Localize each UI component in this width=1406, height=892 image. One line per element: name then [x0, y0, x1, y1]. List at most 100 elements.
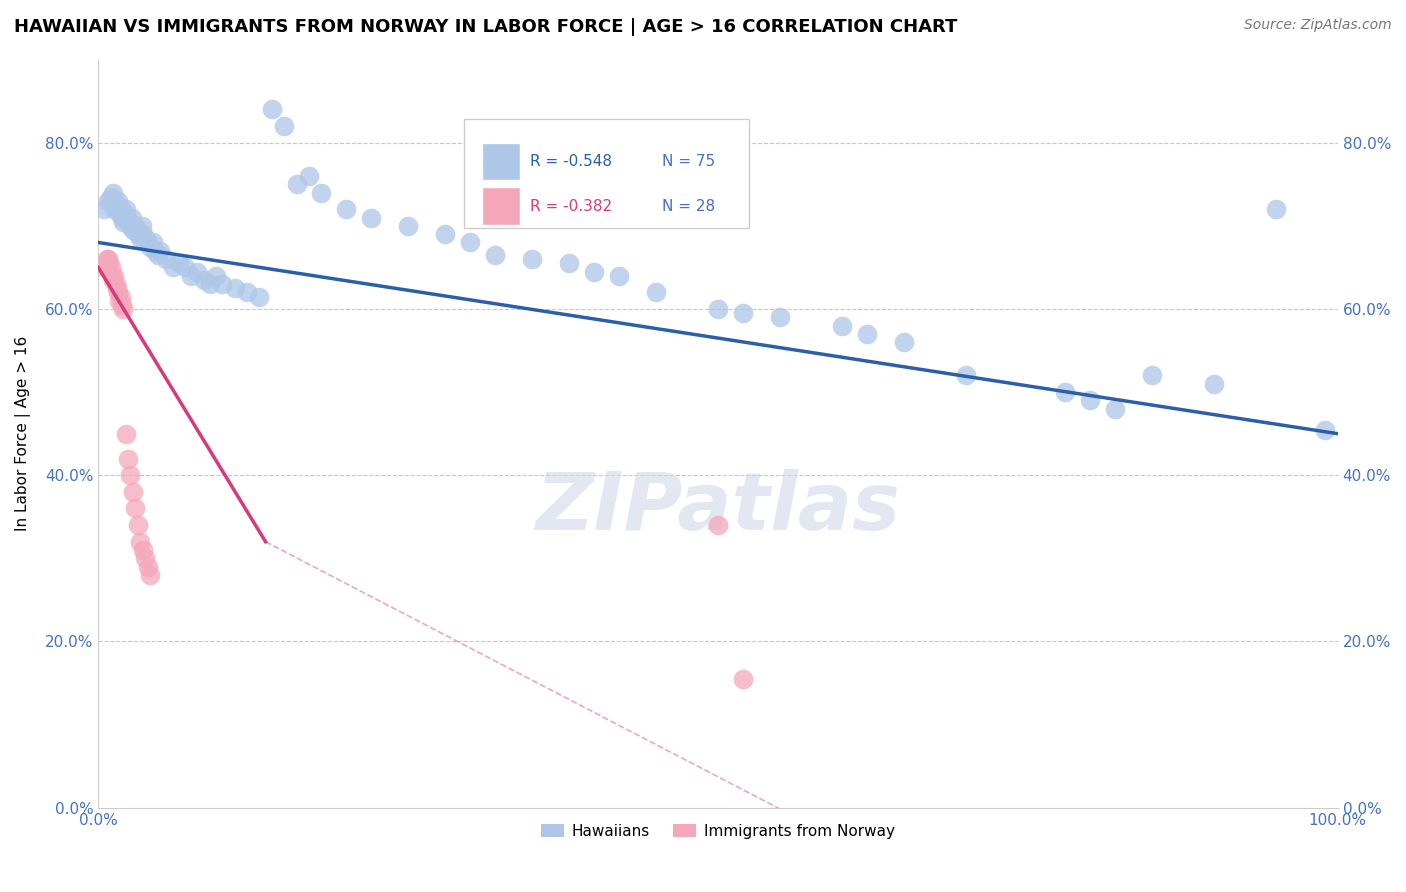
Point [558, 256, 581, 270]
Point [831, 318, 853, 333]
Text: N = 75: N = 75 [662, 154, 716, 169]
Point [108, 293, 131, 308]
Text: N = 28: N = 28 [662, 199, 716, 213]
Point [607, 268, 630, 283]
Point [955, 368, 977, 383]
Point [360, 211, 382, 225]
Point [707, 518, 730, 533]
Point [107, 285, 129, 300]
Point [247, 289, 270, 303]
Point [101, 186, 124, 200]
FancyBboxPatch shape [482, 143, 520, 180]
Point [1315, 423, 1337, 437]
Point [112, 206, 135, 220]
Point [396, 219, 419, 233]
Point [93, 202, 115, 217]
Point [458, 235, 481, 250]
Point [1202, 376, 1225, 391]
Legend: Hawaiians, Immigrants from Norway: Hawaiians, Immigrants from Norway [536, 818, 901, 845]
Point [893, 335, 915, 350]
Point [127, 227, 149, 242]
Point [136, 559, 159, 574]
Point [121, 211, 143, 225]
Point [260, 103, 283, 117]
Point [98, 256, 121, 270]
Point [143, 244, 166, 258]
Point [103, 202, 125, 217]
Point [97, 194, 120, 208]
Point [142, 235, 165, 250]
Point [112, 215, 135, 229]
Point [124, 501, 146, 516]
Point [118, 215, 141, 229]
Point [111, 211, 134, 225]
Point [110, 289, 132, 303]
Point [112, 301, 135, 316]
Point [122, 223, 145, 237]
Point [167, 256, 190, 270]
Point [731, 306, 754, 320]
Point [117, 451, 139, 466]
Point [124, 219, 146, 233]
Point [108, 206, 131, 220]
Point [122, 219, 145, 233]
Point [186, 264, 208, 278]
Point [1140, 368, 1163, 383]
Point [1078, 393, 1101, 408]
Point [769, 310, 792, 325]
Point [129, 231, 152, 245]
Point [855, 326, 877, 341]
Text: ZIPatlas: ZIPatlas [536, 469, 900, 548]
Point [707, 301, 730, 316]
Point [127, 518, 149, 533]
Point [100, 190, 122, 204]
Point [111, 298, 134, 312]
Text: R = -0.382: R = -0.382 [530, 199, 612, 213]
Point [211, 277, 233, 291]
Point [484, 248, 506, 262]
Point [180, 268, 202, 283]
Point [149, 244, 172, 258]
Point [139, 239, 162, 253]
Point [125, 223, 148, 237]
Point [105, 281, 128, 295]
Point [110, 202, 132, 217]
Point [93, 260, 115, 275]
FancyBboxPatch shape [482, 187, 520, 225]
Point [120, 219, 142, 233]
Text: HAWAIIAN VS IMMIGRANTS FROM NORWAY IN LABOR FORCE | AGE > 16 CORRELATION CHART: HAWAIIAN VS IMMIGRANTS FROM NORWAY IN LA… [14, 18, 957, 36]
Point [97, 252, 120, 266]
Point [146, 248, 169, 262]
Text: R = -0.548: R = -0.548 [530, 154, 612, 169]
Point [731, 672, 754, 686]
Point [101, 273, 124, 287]
Point [174, 260, 197, 275]
Point [101, 268, 124, 283]
Point [114, 202, 136, 217]
Point [273, 119, 295, 133]
Point [1264, 202, 1286, 217]
Point [520, 252, 543, 266]
Point [298, 169, 321, 183]
Point [132, 227, 155, 242]
Point [134, 231, 156, 245]
Point [236, 285, 259, 300]
Point [100, 260, 122, 275]
Point [104, 277, 127, 291]
Point [132, 543, 155, 558]
Point [129, 534, 152, 549]
Point [114, 426, 136, 441]
Point [120, 468, 142, 483]
Point [434, 227, 457, 242]
Point [155, 252, 177, 266]
FancyBboxPatch shape [464, 120, 749, 228]
Point [582, 264, 605, 278]
Point [193, 273, 215, 287]
Point [134, 551, 156, 566]
Point [224, 281, 246, 295]
Point [1053, 385, 1076, 400]
Y-axis label: In Labor Force | Age > 16: In Labor Force | Age > 16 [15, 336, 31, 532]
Point [139, 568, 162, 582]
Point [1104, 401, 1126, 416]
Point [107, 194, 129, 208]
